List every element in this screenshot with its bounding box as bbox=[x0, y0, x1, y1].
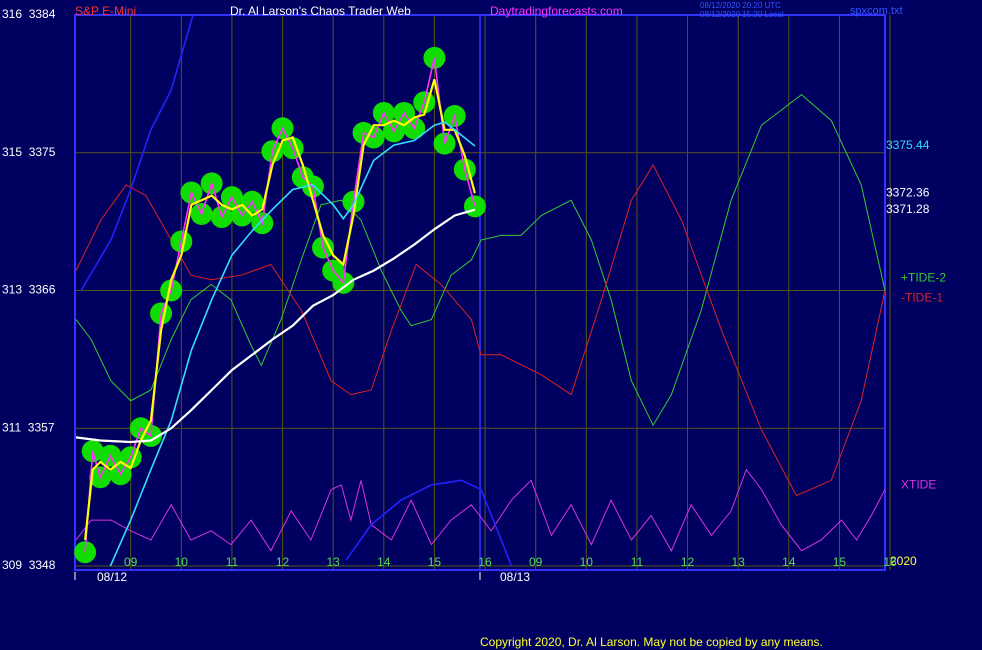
x-tick-label: 16 bbox=[883, 555, 897, 569]
price-line bbox=[75, 208, 476, 444]
timestamp: 08/12/2020 20:20 UTC bbox=[700, 1, 781, 10]
y-tick-label: 309 3348 bbox=[2, 558, 56, 572]
x-tick-label: 11 bbox=[631, 555, 644, 569]
x-tick-label: 09 bbox=[529, 555, 543, 569]
y-tick-label: 315 3375 bbox=[2, 145, 56, 159]
price-bar bbox=[74, 541, 97, 564]
x-tick-label: 15 bbox=[833, 555, 847, 569]
file-name: spxcom.txt bbox=[850, 5, 903, 17]
x-tick-label: 11 bbox=[226, 555, 239, 569]
x-tick-label: 13 bbox=[327, 555, 341, 569]
site-url: Daytradingforecasts.com bbox=[490, 4, 623, 18]
price-line bbox=[84, 78, 476, 541]
price-line bbox=[80, 14, 513, 567]
y-tick-label: 316 3384 bbox=[2, 7, 56, 21]
x-tick-label: 12 bbox=[276, 555, 290, 569]
x-tick-label: 10 bbox=[580, 555, 594, 569]
legend-label: -TIDE-1 bbox=[901, 291, 943, 305]
y-tick-label: 311 3357 bbox=[2, 420, 55, 434]
date-label: 08/13 bbox=[500, 570, 530, 584]
tide-line bbox=[75, 163, 886, 497]
legend-label: +TIDE-2 bbox=[901, 271, 946, 285]
copyright: Copyright 2020, Dr. Al Larson. May not b… bbox=[480, 635, 823, 649]
symbol: S&P E-Mini bbox=[75, 4, 136, 18]
x-tick-label: 09 bbox=[124, 555, 138, 569]
x-tick-label: 15 bbox=[428, 555, 442, 569]
tide-line bbox=[75, 468, 886, 552]
x-tick-label: 16 bbox=[478, 555, 492, 569]
price-bar bbox=[463, 195, 486, 218]
year-label: 2020 bbox=[890, 554, 917, 568]
price-line bbox=[109, 121, 476, 567]
x-tick-label: 10 bbox=[175, 555, 189, 569]
plot-area bbox=[74, 14, 886, 567]
date-label: 08/12 bbox=[97, 570, 127, 584]
legend-label: XTIDE bbox=[901, 478, 936, 492]
x-tick-label: 12 bbox=[681, 555, 695, 569]
x-tick-label: 14 bbox=[782, 555, 796, 569]
chart-title: Dr. Al Larson's Chaos Trader Web bbox=[230, 4, 411, 18]
x-tick-label: 13 bbox=[732, 555, 746, 569]
y-tick-label: 313 3366 bbox=[2, 283, 56, 297]
end-value-label: 3375.44 bbox=[886, 138, 930, 152]
x-tick-label: 14 bbox=[377, 555, 391, 569]
end-value-label: 3371.28 bbox=[886, 202, 930, 216]
timestamp: 08/12/2020 15:20 Local bbox=[700, 10, 784, 19]
tide-line bbox=[75, 93, 886, 427]
end-value-label: 3372.36 bbox=[886, 185, 930, 199]
